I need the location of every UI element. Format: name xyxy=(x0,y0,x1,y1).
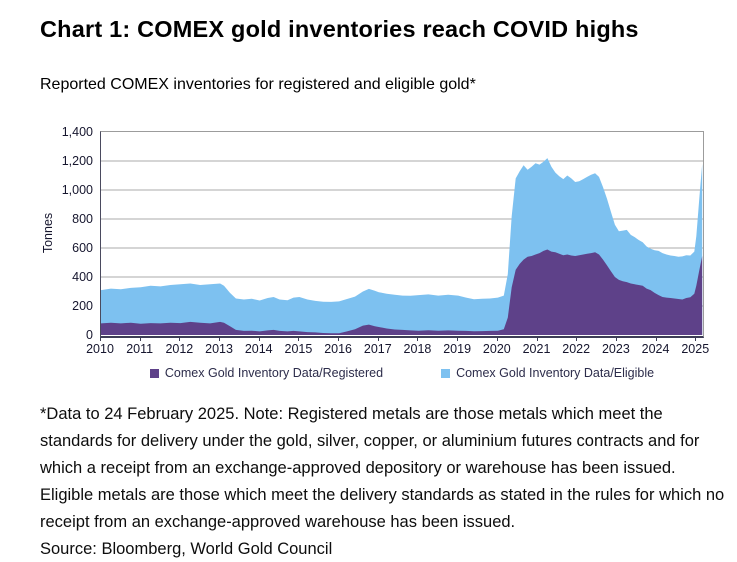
x-tick-mark xyxy=(219,337,221,341)
x-tick-label: 2010 xyxy=(86,342,114,356)
y-tick-label: 1,400 xyxy=(61,125,93,139)
x-tick-mark xyxy=(100,337,101,341)
x-tick-label: 2020 xyxy=(482,342,511,356)
y-tick-label: 600 xyxy=(72,241,93,255)
x-tick-label: 2025 xyxy=(681,342,710,356)
chart-notes: *Data to 24 February 2025. Note: Registe… xyxy=(40,401,728,562)
registered-legend-label: Comex Gold Inventory Data/Registered xyxy=(164,366,384,380)
stacked-area-chart xyxy=(101,158,703,335)
x-tick-label: 2024 xyxy=(641,342,670,356)
x-tick-mark xyxy=(377,337,379,341)
x-tick-mark xyxy=(536,337,538,341)
x-tick-label: 2015 xyxy=(284,342,313,356)
chart-legend: Comex Gold Inventory Data/Registered Com… xyxy=(100,366,704,380)
page-title: Chart 1: COMEX gold inventories reach CO… xyxy=(40,16,639,42)
x-tick-mark xyxy=(179,337,181,341)
x-tick-mark xyxy=(457,337,459,341)
x-tick-mark xyxy=(139,337,141,341)
x-tick-label: 2018 xyxy=(403,342,432,356)
x-tick-mark xyxy=(298,337,300,341)
x-tick-mark xyxy=(496,337,498,341)
x-tick-label: 2016 xyxy=(324,342,352,356)
y-tick-label: 0 xyxy=(86,328,93,342)
x-tick-mark xyxy=(417,337,419,341)
y-tick-label: 1,000 xyxy=(61,183,93,197)
source-text: Source: Bloomberg, World Gold Council xyxy=(40,540,333,558)
chart-subtitle: Reported COMEX inventories for registere… xyxy=(40,76,476,93)
x-tick-mark xyxy=(655,337,657,341)
x-tick-label: 2022 xyxy=(562,342,591,356)
x-tick-label: 2023 xyxy=(601,342,630,356)
x-tick-label: 2013 xyxy=(205,342,233,356)
x-tick-mark xyxy=(615,337,617,341)
x-tick-label: 2012 xyxy=(165,342,194,356)
registered-legend-swatch xyxy=(149,368,159,378)
eligible-legend-swatch xyxy=(441,368,451,378)
x-tick-label: 2019 xyxy=(443,342,472,356)
y-tick-label: 400 xyxy=(72,270,93,284)
footnote-text: *Data to 24 February 2025. Note: Registe… xyxy=(40,405,725,531)
registered-area xyxy=(101,249,703,335)
legend-item-registered: Comex Gold Inventory Data/Registered xyxy=(149,366,384,380)
eligible-legend-label: Comex Gold Inventory Data/Eligible xyxy=(456,366,655,380)
plot-area xyxy=(100,131,704,338)
x-tick-label: 2017 xyxy=(363,342,392,356)
x-tick-label: 2021 xyxy=(522,342,551,356)
x-tick-mark xyxy=(258,337,260,341)
x-tick-mark xyxy=(576,337,578,341)
legend-item-eligible: Comex Gold Inventory Data/Eligible xyxy=(441,366,654,380)
y-tick-label: 200 xyxy=(72,299,93,313)
x-tick-mark xyxy=(695,337,697,341)
x-tick-label: 2011 xyxy=(126,342,154,356)
y-tick-label: 800 xyxy=(72,212,93,226)
x-tick-mark xyxy=(338,337,340,341)
y-tick-label: 1,200 xyxy=(61,154,93,168)
x-tick-label: 2014 xyxy=(244,342,273,356)
